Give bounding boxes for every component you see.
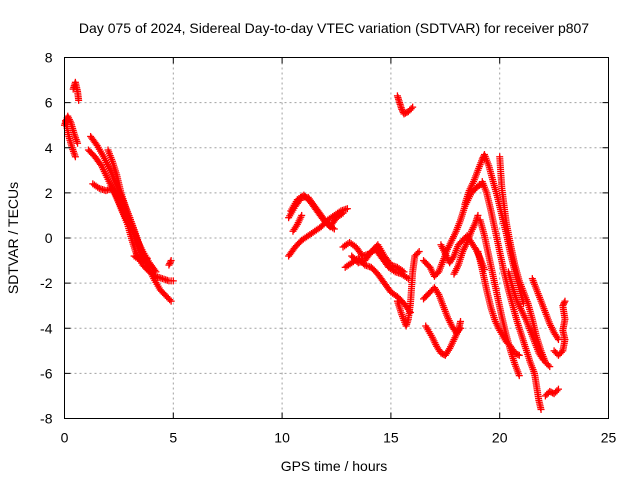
data-point bbox=[330, 225, 338, 233]
data-point bbox=[539, 356, 547, 364]
data-point bbox=[407, 105, 415, 113]
y-tick-label: 4 bbox=[45, 140, 53, 156]
data-point bbox=[398, 105, 406, 113]
y-tick-label: 2 bbox=[45, 185, 53, 201]
data-point bbox=[166, 296, 174, 304]
data-point bbox=[169, 277, 177, 285]
y-axis-label: SDTVAR / TECUs bbox=[5, 182, 21, 294]
x-axis-label: GPS time / hours bbox=[281, 458, 388, 474]
data-points bbox=[61, 78, 569, 413]
data-point bbox=[554, 336, 562, 344]
data-point bbox=[167, 257, 175, 265]
data-point bbox=[143, 254, 151, 262]
axis-ticks bbox=[64, 57, 609, 419]
x-tick-label: 25 bbox=[601, 430, 617, 446]
y-tick-label: 8 bbox=[45, 50, 53, 66]
data-point bbox=[514, 351, 522, 359]
data-point bbox=[398, 267, 406, 275]
grid-lines bbox=[64, 57, 609, 419]
data-point bbox=[337, 210, 345, 218]
data-point bbox=[166, 260, 174, 268]
data-point bbox=[415, 248, 423, 256]
x-tick-label: 0 bbox=[61, 430, 69, 446]
chart-title: Day 075 of 2024, Sidereal Day-to-day VTE… bbox=[79, 20, 589, 36]
data-point bbox=[474, 211, 482, 219]
data-point bbox=[409, 103, 417, 111]
data-point bbox=[343, 205, 351, 213]
data-point bbox=[151, 266, 159, 274]
data-point bbox=[559, 302, 567, 310]
data-point bbox=[457, 317, 465, 325]
data-point bbox=[561, 297, 569, 305]
x-tick-label: 15 bbox=[383, 430, 399, 446]
y-tick-label: -6 bbox=[40, 365, 53, 381]
y-tick-label: 6 bbox=[45, 95, 53, 111]
x-tick-labels: 0 5 10 15 20 25 bbox=[61, 430, 617, 446]
data-point bbox=[403, 273, 411, 281]
x-tick-label: 10 bbox=[274, 430, 290, 446]
data-point bbox=[515, 351, 523, 359]
data-point bbox=[544, 361, 552, 369]
data-point bbox=[166, 258, 174, 266]
data-point bbox=[400, 268, 408, 276]
data-point bbox=[152, 268, 160, 276]
data-point bbox=[71, 153, 79, 161]
data-point bbox=[75, 96, 83, 104]
data-point bbox=[560, 300, 568, 308]
data-point bbox=[74, 139, 82, 147]
data-point bbox=[165, 261, 173, 269]
data-point bbox=[298, 211, 306, 219]
data-point bbox=[515, 372, 523, 380]
y-tick-label: -2 bbox=[40, 275, 53, 291]
y-tick-label: -4 bbox=[40, 320, 53, 336]
y-tick-labels: -8 -6 -4 -2 0 2 4 6 8 bbox=[40, 50, 53, 427]
data-point bbox=[553, 387, 561, 395]
data-point bbox=[554, 385, 562, 393]
data-point bbox=[537, 405, 545, 413]
data-point bbox=[414, 249, 422, 257]
data-point bbox=[297, 195, 305, 203]
y-tick-label: -8 bbox=[40, 411, 53, 427]
x-tick-label: 5 bbox=[169, 430, 177, 446]
data-point bbox=[329, 224, 337, 232]
data-point bbox=[546, 363, 554, 371]
data-point bbox=[339, 209, 347, 217]
x-tick-label: 20 bbox=[492, 430, 508, 446]
data-point bbox=[560, 299, 568, 307]
y-tick-label: 0 bbox=[45, 230, 53, 246]
data-point bbox=[167, 297, 175, 305]
